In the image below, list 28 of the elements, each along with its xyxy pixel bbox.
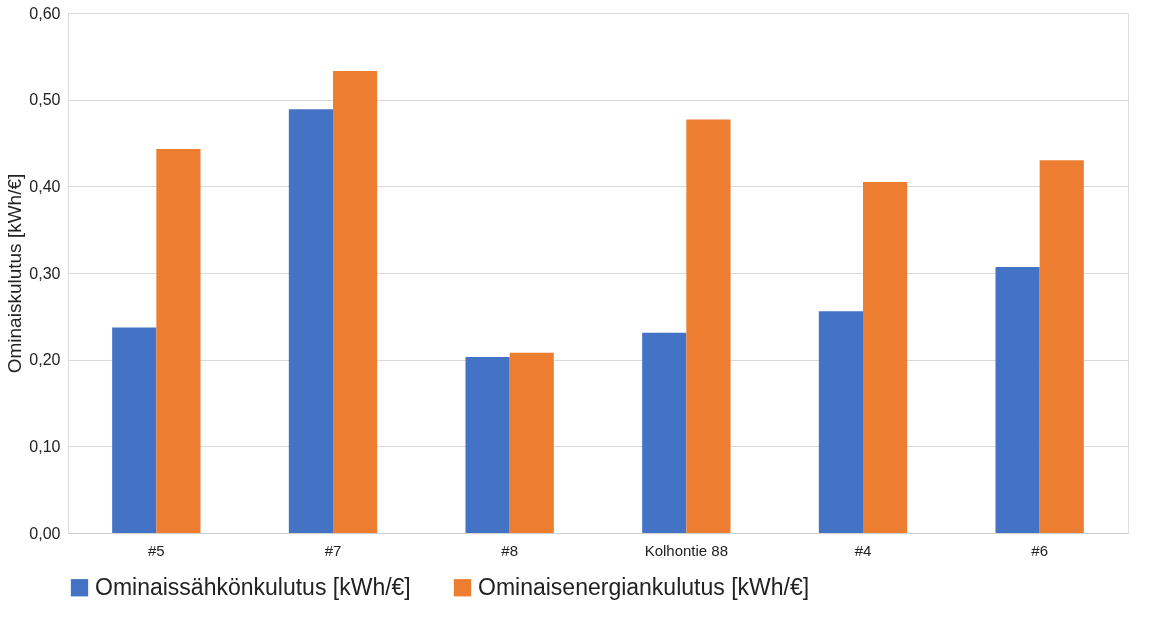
x-tick-label: #4: [854, 541, 872, 559]
x-tick-label: #6: [1031, 541, 1049, 559]
y-tick-label: 0,20: [29, 351, 61, 369]
bar: [818, 311, 863, 533]
bar: [642, 332, 687, 533]
bar: [509, 352, 554, 533]
bar: [995, 266, 1040, 533]
x-tick-label: Kolhontie 88: [644, 541, 729, 559]
legend-label: Ominaisenergiankulutus [kWh/€]: [478, 573, 810, 600]
bar: [863, 182, 908, 533]
y-tick-label: 0,40: [29, 177, 61, 195]
bar: [1039, 160, 1084, 533]
bar: [686, 119, 731, 533]
x-tick-label: #7: [324, 541, 342, 559]
bar: [112, 327, 157, 533]
bar: [333, 71, 378, 533]
y-tick-label: 0,10: [29, 437, 61, 455]
x-tick-label: #5: [147, 541, 165, 559]
y-axis-title: Ominaiskulutus [kWh/€]: [4, 173, 26, 374]
y-tick-label: 0,60: [29, 4, 61, 22]
x-tick-label: #8: [501, 541, 519, 559]
bar: [288, 109, 333, 533]
y-tick-label: 0,50: [29, 91, 61, 109]
legend-label: Ominaissähkönkulutus [kWh/€]: [95, 573, 411, 600]
y-tick-label: 0,30: [29, 264, 61, 282]
y-tick-label: 0,00: [29, 524, 61, 542]
bar: [156, 149, 201, 533]
bar: [465, 357, 510, 533]
